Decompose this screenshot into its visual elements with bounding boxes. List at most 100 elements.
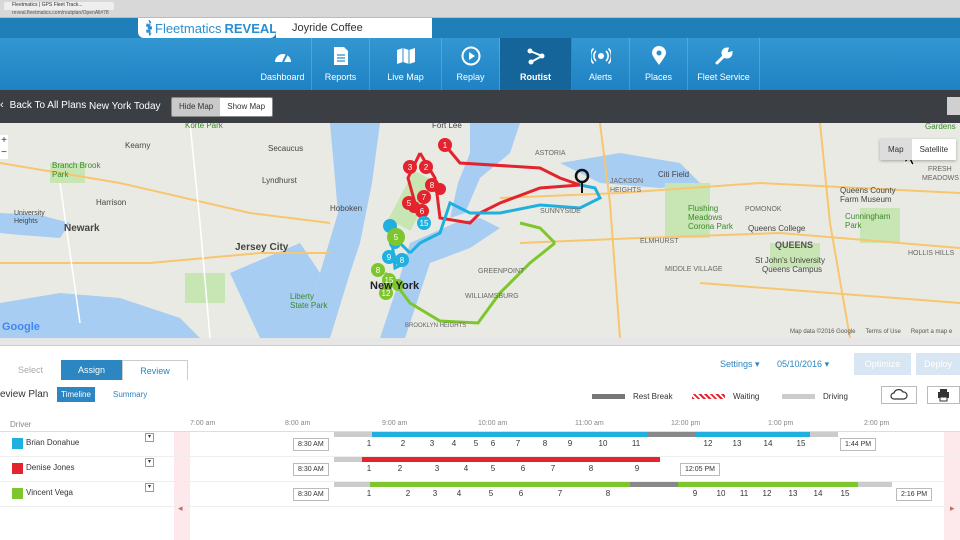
nav-live-map[interactable]: Live Map — [370, 38, 442, 90]
scroll-left-icon[interactable]: ◂ — [178, 503, 183, 513]
stop-number[interactable]: 5 — [473, 439, 479, 448]
nav-replay[interactable]: Replay — [442, 38, 500, 90]
legend-label: Driving — [823, 392, 848, 401]
stop-number[interactable]: 7 — [557, 489, 563, 498]
stop-number[interactable]: 4 — [463, 464, 469, 473]
route-start-time: 8:30 AM — [293, 488, 329, 501]
stop-number[interactable]: 4 — [456, 489, 462, 498]
satellite-view-button[interactable]: Satellite — [919, 145, 949, 154]
expand-icon[interactable] — [947, 97, 960, 115]
cloud-download-button[interactable] — [881, 386, 917, 404]
stop-number[interactable]: 9 — [634, 464, 640, 473]
step-select[interactable]: Select — [0, 360, 61, 380]
stop-number[interactable]: 14 — [763, 439, 773, 448]
stop-number[interactable]: 10 — [598, 439, 608, 448]
deploy-button[interactable]: Deploy — [916, 353, 960, 375]
svg-text:5: 5 — [394, 233, 399, 242]
stop-number[interactable]: 1 — [366, 489, 372, 498]
nav-places[interactable]: Places — [630, 38, 688, 90]
svg-text:Meadows: Meadows — [688, 213, 722, 222]
stop-number[interactable]: 13 — [788, 489, 798, 498]
driving-swatch — [782, 394, 815, 399]
stop-number[interactable]: 4 — [451, 439, 457, 448]
svg-text:Lyndhurst: Lyndhurst — [262, 176, 298, 185]
stop-number[interactable]: 12 — [703, 439, 713, 448]
stop-number[interactable]: 2 — [405, 489, 411, 498]
step-review[interactable]: Review — [122, 360, 188, 380]
hour-label: 9:00 am — [382, 420, 408, 427]
map-attribution: Map data ©2016 Google Terms of Use Repor… — [790, 329, 952, 335]
stop-number[interactable]: 3 — [429, 439, 435, 448]
driver-row[interactable]: Brian Donahue ▾ 8:30 AM 1:44 PM 1 2 3 4 … — [0, 432, 960, 457]
stop-number[interactable]: 6 — [490, 439, 496, 448]
map-view-button[interactable]: Map — [880, 139, 912, 160]
browser-chrome: Fleetmatics | GPS Fleet Track... reveal.… — [0, 0, 960, 18]
nav-fleet-service[interactable]: Fleet Service — [688, 38, 760, 90]
stop-number[interactable]: 11 — [739, 489, 749, 498]
stop-number[interactable]: 11 — [631, 439, 641, 448]
stop-number[interactable]: 7 — [550, 464, 556, 473]
stop-number[interactable]: 12 — [762, 489, 772, 498]
stop-number[interactable]: 7 — [515, 439, 521, 448]
stop-number[interactable]: 13 — [732, 439, 742, 448]
date-picker[interactable]: 05/10/2016 ▾ — [777, 359, 829, 370]
stop-number[interactable]: 15 — [840, 489, 850, 498]
stop-number[interactable]: 15 — [796, 439, 806, 448]
map-icon — [396, 46, 416, 66]
settings-dropdown[interactable]: Settings ▾ — [720, 359, 760, 370]
report-error-link[interactable]: Report a map e — [910, 329, 953, 335]
google-logo: Google — [2, 321, 40, 333]
stop-number[interactable]: 5 — [490, 464, 496, 473]
panel-resize-handle[interactable] — [0, 338, 960, 346]
stop-number[interactable]: 1 — [366, 439, 372, 448]
stop-number[interactable]: 2 — [397, 464, 403, 473]
stop-number[interactable]: 3 — [434, 464, 440, 473]
stop-number[interactable]: 8 — [588, 464, 594, 473]
wrench-icon — [714, 46, 734, 66]
browser-tab[interactable]: Fleetmatics | GPS Fleet Track... — [4, 2, 114, 10]
stop-number[interactable]: 3 — [432, 489, 438, 498]
nav-dashboard[interactable]: Dashboard — [254, 38, 312, 90]
nav-routist[interactable]: Routist — [500, 38, 572, 90]
show-map-button[interactable]: Show Map — [220, 98, 273, 116]
back-to-all-plans-link[interactable]: ‹ Back To All Plans — [0, 99, 86, 111]
stop-number[interactable]: 8 — [605, 489, 611, 498]
terms-link[interactable]: Terms of Use — [865, 329, 901, 335]
driver-menu-button[interactable]: ▾ — [145, 458, 154, 467]
stop-number[interactable]: 9 — [567, 439, 573, 448]
step-assign[interactable]: Assign — [61, 360, 122, 380]
svg-text:QUEENS: QUEENS — [775, 240, 813, 250]
svg-text:WILLIAMSBURG: WILLIAMSBURG — [465, 293, 519, 300]
stop-number[interactable]: 10 — [716, 489, 726, 498]
stop-number[interactable]: 9 — [692, 489, 698, 498]
svg-text:Liberty: Liberty — [290, 292, 314, 301]
timeline-tab[interactable]: Timeline — [57, 387, 95, 402]
driver-menu-button[interactable]: ▾ — [145, 433, 154, 442]
summary-tab[interactable]: Summary — [113, 390, 148, 399]
stop-number[interactable]: 14 — [813, 489, 823, 498]
nav-label: Replay — [456, 72, 485, 82]
svg-text:Cunningham: Cunningham — [845, 212, 891, 221]
hide-map-button[interactable]: Hide Map — [172, 98, 221, 116]
nav-reports[interactable]: Reports — [312, 38, 370, 90]
driver-menu-button[interactable]: ▾ — [145, 483, 154, 492]
plan-title: New York Today — [89, 101, 161, 112]
scroll-right-icon[interactable]: ▸ — [950, 503, 955, 513]
timeline-header: Driver 7:00 am 8:00 am 9:00 am 10:00 am … — [0, 415, 960, 432]
browser-url[interactable]: reveal.fleetmatics.com/routplan/OpenAll#… — [12, 10, 109, 16]
stop-number[interactable]: 6 — [518, 489, 524, 498]
stop-number[interactable]: 1 — [366, 464, 372, 473]
nav-alerts[interactable]: Alerts — [572, 38, 630, 90]
brand-logo[interactable]: Fleetmatics REVEAL — [138, 18, 277, 38]
stop-number[interactable]: 6 — [520, 464, 526, 473]
stop-number[interactable]: 5 — [488, 489, 494, 498]
optimize-button[interactable]: Optimize — [854, 353, 911, 375]
driver-row[interactable]: Denise Jones ▾ 8:30 AM 12:05 PM 1 2 3 4 … — [0, 457, 960, 482]
stop-number[interactable]: 8 — [542, 439, 548, 448]
stop-number[interactable]: 2 — [400, 439, 406, 448]
map-zoom-controls[interactable]: + − — [0, 135, 8, 159]
print-button[interactable] — [927, 386, 960, 404]
driver-row[interactable]: Vincent Vega ▾ 8:30 AM 2:16 PM 1 2 3 4 5… — [0, 482, 960, 507]
